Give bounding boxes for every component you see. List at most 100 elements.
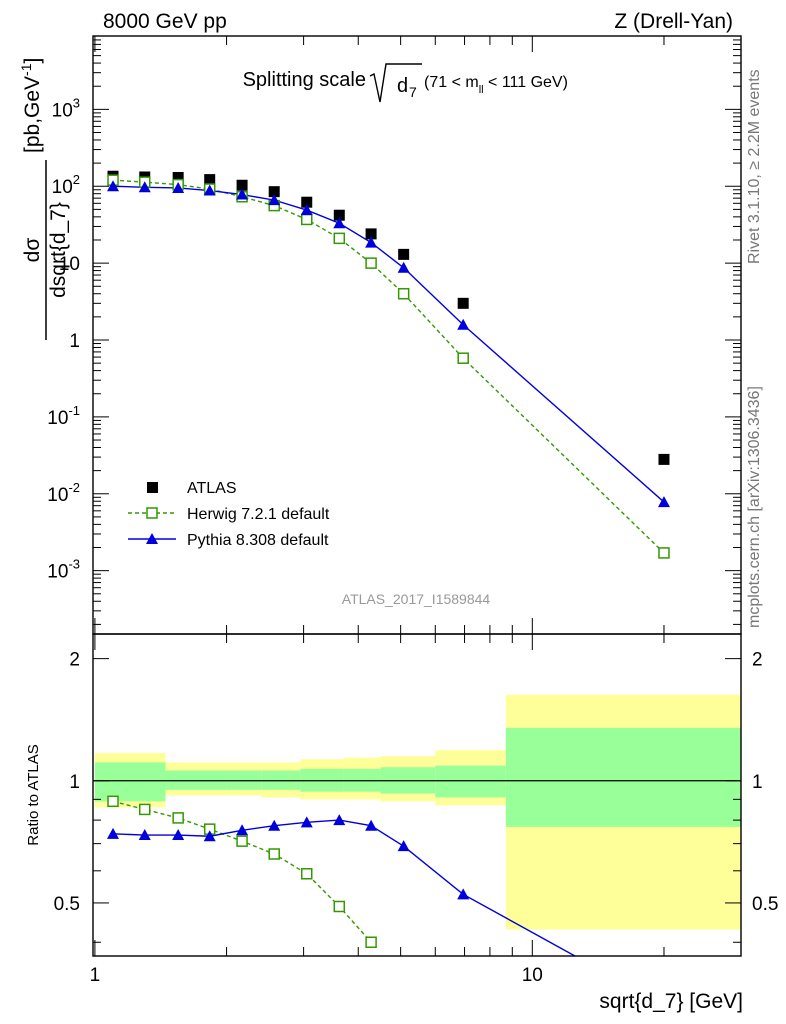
x-axis-label: sqrt{d_7} [GeV] [599, 990, 743, 1013]
y-tick-label: 10-1 [47, 403, 80, 429]
main-point-pythia [236, 188, 249, 200]
main-point-atlas [204, 174, 216, 186]
ratio-point-pythia [333, 814, 346, 826]
ratio-band-inner [94, 762, 166, 802]
ratio-point-pythia [457, 888, 470, 900]
title-subscript: 7 [409, 84, 417, 100]
main-point-atlas [333, 209, 345, 221]
y-tick-label: 1 [69, 331, 80, 352]
mcplots-label: mcplots.cern.ch [arXiv:1306.3436] [746, 386, 763, 628]
ylabel-top: dσ [21, 238, 44, 263]
ratio-line-pythia [112, 819, 577, 956]
ratio-y-tick-label-left: 1 [69, 772, 80, 793]
main-point-atlas [268, 186, 280, 198]
main-point-atlas [236, 179, 248, 191]
main-point-atlas [365, 228, 377, 240]
ratio-line-herwig [112, 800, 372, 943]
main-point-pythia [365, 236, 378, 248]
title-symbol: d [397, 75, 408, 97]
ratio-point-herwig [138, 803, 151, 816]
x-tick-label: 10 [522, 965, 543, 986]
x-tick-label: 1 [90, 965, 101, 986]
y-tick-label: 10-2 [47, 480, 80, 506]
ylabel-units: [pb,GeV-1] [18, 58, 44, 153]
ratio-point-herwig [300, 868, 313, 880]
main-ylabel: dσ dsqrt{d_7} [pb,GeV-1] [18, 58, 70, 340]
ratio-y-tick-label-left: 2 [69, 650, 80, 671]
ratio-frame [92, 633, 742, 957]
ratio-y-tick-label-right: 2 [752, 650, 763, 671]
ratio-band-inner [435, 765, 506, 798]
main-point-herwig [397, 287, 410, 300]
main-point-pythia [300, 204, 313, 216]
sqrt-sign [369, 63, 422, 103]
ratio-point-pythia [138, 829, 151, 841]
ratio-point-herwig [365, 936, 377, 949]
main-point-pythia [203, 184, 216, 196]
main-point-herwig [365, 257, 377, 269]
ratio-ylabel: Ratio to ATLAS [25, 744, 42, 845]
ratio-point-pythia [268, 819, 281, 831]
main-point-pythia [333, 217, 346, 229]
ratio-point-herwig [268, 848, 280, 860]
main-point-herwig [300, 213, 313, 226]
ratio-band-inner [505, 727, 741, 827]
ratio-point-pythia [397, 840, 410, 852]
main-point-atlas [457, 297, 469, 309]
title-main: Splitting scale [243, 69, 366, 91]
ratio-point-pythia [172, 829, 185, 841]
ratio-point-pythia [236, 824, 249, 836]
ratio-y-tick-label-left: 0.5 [54, 894, 80, 915]
legend-marker-atlas [147, 482, 158, 493]
legend: ATLAS Herwig 7.2.1 default Pythia 8.308 … [128, 480, 330, 549]
main-line-pythia [112, 185, 665, 503]
main-point-atlas [658, 453, 670, 465]
ratio-point-pythia [300, 816, 313, 828]
header-left: 8000 GeV pp [103, 10, 227, 33]
axes: 1 10 10-3 10-2 10-1 1 10 102 103 0.5 0.5 1 1 2 2 [47, 35, 778, 986]
main-point-atlas [398, 248, 410, 260]
main-point-pythia [107, 180, 120, 192]
legend-label-herwig: Herwig 7.2.1 default [187, 506, 330, 523]
main-point-pythia [138, 181, 151, 193]
main-point-herwig [333, 232, 346, 245]
ratio-point-herwig [107, 795, 119, 808]
main-data-layer [107, 170, 670, 559]
main-point-atlas [301, 196, 313, 208]
legend-label-atlas: ATLAS [187, 480, 237, 497]
main-point-pythia [457, 318, 470, 330]
title-range: (71 < mll < 111 GeV) [424, 74, 568, 96]
y-tick-label: 103 [52, 95, 80, 121]
ratio-y-tick-label-right: 0.5 [752, 894, 778, 915]
ratio-y-tick-label-right: 1 [752, 772, 763, 793]
main-point-atlas [172, 171, 184, 183]
ylabel-bottom: dsqrt{d_7} [47, 202, 70, 298]
main-point-herwig [658, 547, 670, 559]
main-point-herwig [457, 352, 469, 364]
ratio-point-pythia [203, 830, 216, 842]
ratio-point-pythia [107, 827, 120, 839]
main-point-pythia [397, 261, 410, 273]
ratio-point-herwig [172, 812, 184, 824]
main-title: Splitting scale d 7 (71 < mll < 111 GeV) [243, 63, 568, 103]
legend-marker-herwig [146, 507, 158, 519]
main-line-herwig [112, 179, 665, 554]
legend-label-pythia: Pythia 8.308 default [187, 532, 329, 549]
y-tick-label: 102 [52, 172, 80, 198]
header-right: Z (Drell-Yan) [614, 10, 733, 33]
main-point-pythia [657, 496, 670, 508]
legend-marker-pythia [146, 533, 158, 544]
main-point-pythia [268, 194, 281, 206]
ratio-point-herwig [333, 900, 346, 913]
ratio-data-layer [107, 795, 577, 956]
ratio-band-inner [226, 770, 262, 790]
ratio-point-pythia [365, 819, 378, 831]
ratio-band-inner [261, 770, 301, 790]
ratio-point-herwig [236, 835, 248, 847]
y-tick-label: 10 [59, 254, 80, 275]
rivet-label: Rivet 3.1.10, ≥ 2.2M events [746, 69, 763, 264]
y-tick-label: 10-3 [47, 557, 80, 583]
ratio-band-inner [165, 770, 227, 790]
ratio-uncertainty-bands [94, 694, 741, 930]
